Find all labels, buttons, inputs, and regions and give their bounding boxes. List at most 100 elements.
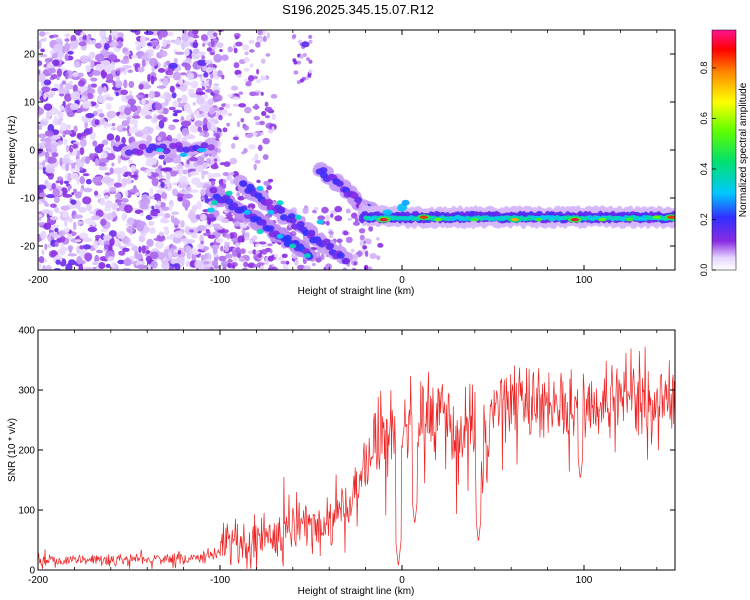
spectrogram-blob (100, 228, 109, 232)
spectrogram-blob (64, 71, 69, 80)
spectrogram-blob (162, 38, 167, 48)
spectrogram-blob (55, 38, 63, 43)
spectrogram-blob (149, 227, 156, 235)
spectrogram-blob (297, 39, 302, 44)
spectrogram-blob (308, 69, 313, 74)
spectrogram-blob (184, 49, 190, 57)
spectrogram-blob (308, 59, 313, 64)
spectrogram-blob (54, 241, 59, 248)
spectrogram-blob (168, 170, 178, 177)
spectrogram-blob (330, 213, 334, 218)
spectrogram-blob (243, 267, 248, 270)
spectrogram-blob (191, 233, 198, 239)
spectrogram-blob (132, 115, 141, 119)
spectrogram-blob (241, 229, 246, 234)
spectrogram-blob (200, 51, 206, 55)
spectrogram-blob (57, 87, 68, 94)
spectrogram-blob (94, 119, 100, 126)
snr-xtick-label: 100 (576, 575, 593, 586)
spectrogram-blob (76, 133, 82, 139)
spectrogram-blob (208, 106, 216, 115)
spectrogram-blob (124, 171, 132, 176)
spectrogram-blob (101, 176, 112, 184)
spectrogram-blob (115, 75, 121, 82)
spectrogram-blob (62, 193, 73, 198)
spectrogram-blob (131, 245, 139, 252)
spectrogram-blob (62, 130, 73, 135)
spectrogram-blob (138, 83, 144, 90)
spectrogram-blob (70, 199, 77, 205)
spectrogram-blob (140, 197, 151, 206)
spectrogram-blob (229, 157, 238, 165)
spectrogram-blob (243, 125, 249, 131)
spectrogram-blob (64, 38, 70, 42)
spectrogram-blob (165, 171, 171, 181)
spectrogram-blob (232, 136, 239, 141)
spectrogram-blob (143, 52, 149, 57)
spectrogram-blob (224, 103, 231, 109)
spectrogram-blob (277, 206, 286, 214)
spectrogram-blob (186, 186, 192, 192)
spectrogram-blob (44, 203, 50, 207)
spectrogram-blob (163, 226, 169, 231)
spectrogram-blob (160, 181, 165, 188)
spectrogram-blob (61, 80, 67, 85)
spectrogram-blob (47, 234, 52, 243)
spectrogram-blob (191, 177, 201, 185)
snr-ytick-label: 0 (29, 566, 35, 577)
spectrogram-blob (221, 54, 229, 61)
spectrogram-blob (158, 30, 168, 37)
spectrogram-blob (127, 69, 133, 73)
spectrogram-blob (38, 125, 43, 130)
spectrogram-blob (183, 193, 194, 199)
spectrogram-blob (188, 229, 195, 233)
spectrogram-blob (108, 230, 117, 238)
spectrogram-blob (194, 259, 203, 269)
spectrogram-blob (151, 248, 159, 253)
spectrogram-blob (189, 171, 200, 176)
spectrogram-blob (302, 207, 309, 214)
spectrogram-blob (44, 151, 50, 159)
spectrogram-blob (277, 256, 285, 261)
spectrogram-blob (99, 30, 107, 39)
spectrogram-blob (102, 86, 107, 94)
spectrogram-blob (143, 30, 154, 36)
spectrogram-blob (89, 126, 93, 134)
spectrogram-blob (151, 177, 159, 187)
spectrogram-blob (234, 41, 243, 47)
spectrogram-blob (190, 80, 199, 89)
spectrogram-blob (40, 230, 47, 240)
spectrogram-blob (146, 135, 153, 143)
spectrogram-blob (49, 34, 55, 39)
spectrogram-blob (74, 61, 80, 68)
spectrogram-blob (232, 255, 238, 262)
spectrogram-blob (181, 127, 190, 137)
spectrogram-blob (231, 142, 236, 149)
spectrogram-blob (293, 60, 298, 65)
spectrogram-blob (180, 94, 188, 104)
spectrogram-blob (159, 50, 168, 58)
spectrogram-blob (43, 103, 53, 111)
spectrogram-blob (238, 91, 244, 96)
spectrogram-blob (254, 159, 261, 164)
spectrogram-blob (195, 110, 200, 119)
spectrogram-blob (367, 266, 373, 270)
spectrogram-blob (121, 198, 129, 203)
spectrogram-blob (123, 258, 132, 267)
spectrogram-blob (60, 122, 68, 131)
spectrogram-blob (57, 118, 62, 124)
spectrogram-blob (69, 103, 80, 111)
spectrogram-blob (77, 72, 84, 78)
spectrogram-blob (258, 219, 267, 226)
spectrogram-xtick-label: -100 (210, 275, 230, 286)
spectrogram-blob (48, 232, 58, 237)
spectrogram-blob (266, 32, 270, 39)
spectrogram-blob (105, 153, 116, 161)
spectrogram-blob (104, 42, 109, 51)
spectrogram-blob (123, 79, 128, 89)
spectrogram-blob (156, 212, 164, 216)
spectrogram-blob (201, 173, 205, 180)
spectrogram-blob (240, 118, 245, 123)
spectrogram-blob (212, 247, 218, 255)
spectrogram-blob (116, 125, 125, 133)
